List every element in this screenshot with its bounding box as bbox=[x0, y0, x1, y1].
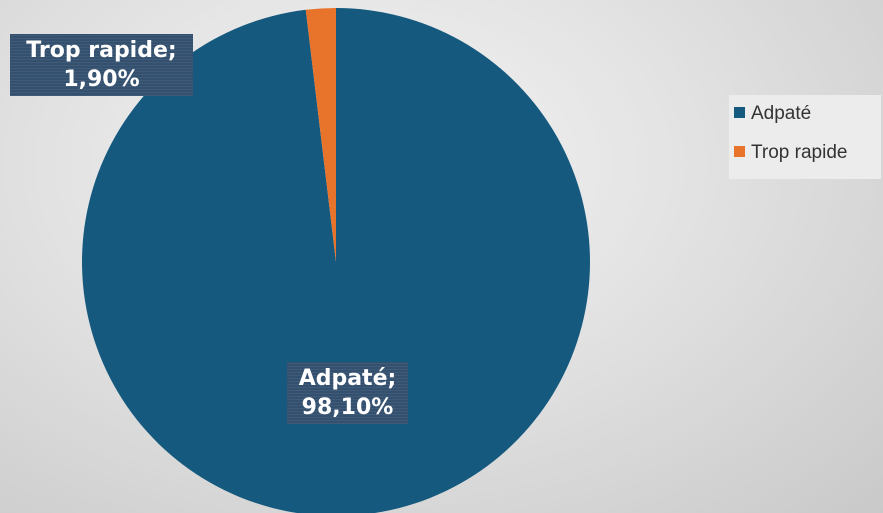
pie-slice-trop-rapide bbox=[305, 8, 336, 262]
data-label-adpate-name: Adpaté; bbox=[298, 366, 397, 391]
legend-swatch-adpate bbox=[734, 107, 745, 119]
pie-slice-adpate bbox=[82, 8, 590, 513]
legend-item-trop-rapide: Trop rapide bbox=[734, 141, 847, 165]
data-label-trop-rapide-value: 1,90% bbox=[63, 67, 140, 92]
data-label-adpate: Adpaté; 98,10% bbox=[287, 362, 408, 424]
legend: Adpaté Trop rapide bbox=[729, 95, 881, 179]
data-label-trop-rapide-name: Trop rapide; bbox=[26, 38, 177, 63]
legend-swatch-trop-rapide bbox=[734, 146, 745, 158]
legend-label-adpate: Adpaté bbox=[751, 103, 812, 124]
legend-label-trop-rapide: Trop rapide bbox=[751, 142, 848, 163]
data-label-adpate-value: 98,10% bbox=[301, 395, 394, 420]
legend-item-adpate: Adpaté bbox=[734, 102, 811, 126]
data-label-trop-rapide: Trop rapide; 1,90% bbox=[10, 34, 193, 96]
